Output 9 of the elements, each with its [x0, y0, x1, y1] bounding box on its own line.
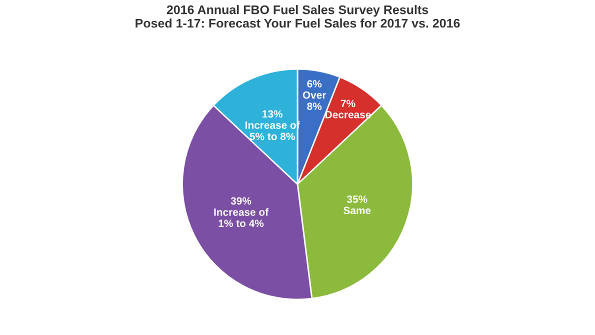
slice-label: Increase of 1% to 4%	[214, 208, 269, 228]
data-label: 35%	[346, 196, 368, 203]
data-label: 39%	[230, 197, 252, 205]
chart-title: 2016 Annual FBO Fuel Sales Survey Results Posed 1-17: Forecast Your Fuel Sales for 2017 vs. 2016	[136, 5, 460, 28]
data-label: 6%	[307, 80, 322, 88]
data-label: 13%	[262, 110, 282, 118]
slice-label: Over 8%	[302, 91, 326, 110]
data-label: 7%	[340, 100, 356, 108]
slice-label: Same	[344, 206, 371, 214]
